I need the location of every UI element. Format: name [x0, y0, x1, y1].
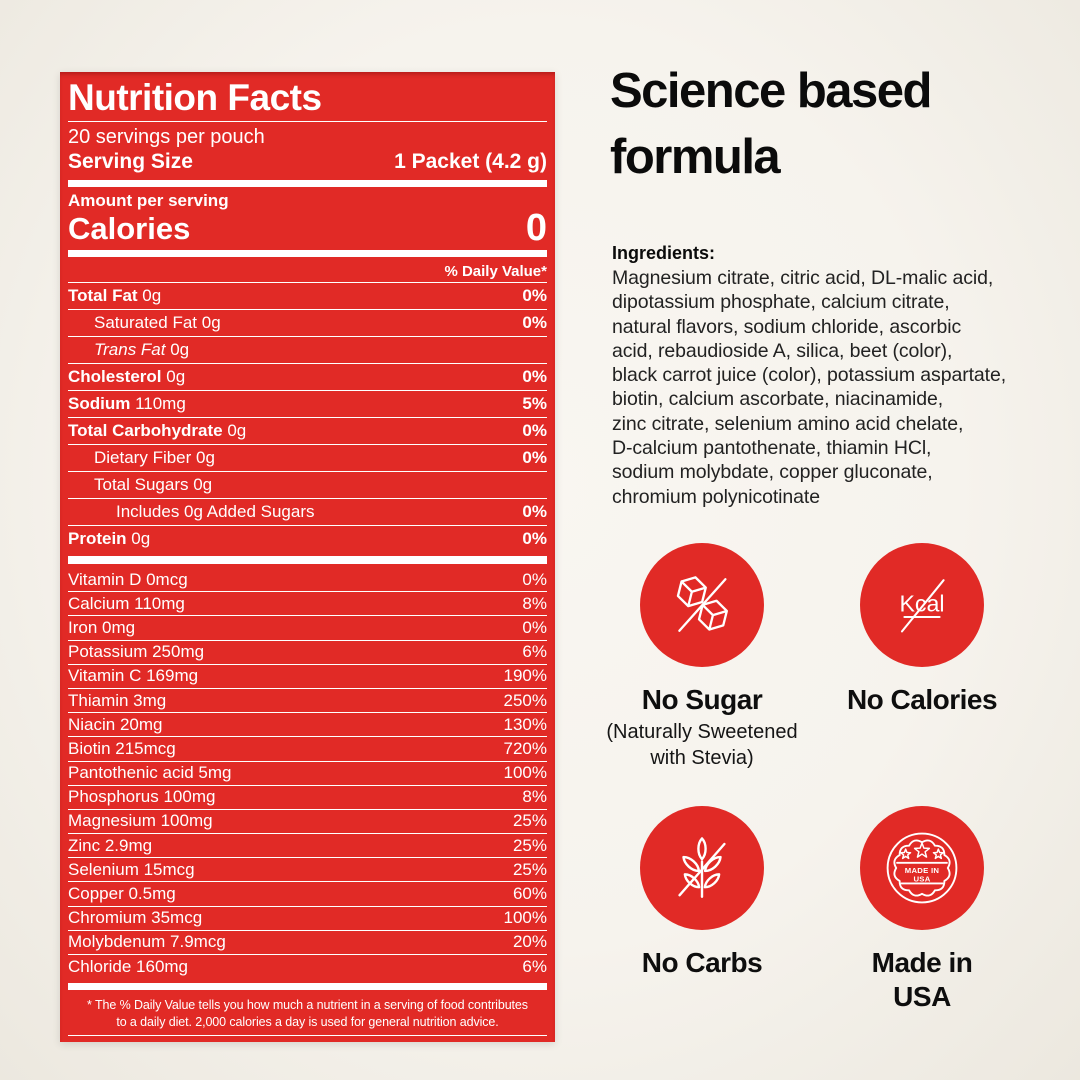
nutrient-row: Total Sugars 0g	[68, 471, 547, 498]
nutrient-row: Cholesterol 0g 0%	[68, 363, 547, 390]
daily-value-footnote: * The % Daily Value tells you how much a…	[68, 994, 547, 1037]
vitamin-row: Potassium 250mg 6%	[68, 639, 547, 664]
calories-row: Calories 0	[68, 207, 547, 249]
vitamin-rows: Vitamin D 0mcg 0% Calcium 110mg 8% Iron 0mg 0…	[68, 568, 547, 978]
vitamin-row: Chromium 35mcg 100%	[68, 905, 547, 930]
vitamin-row: Pantothenic acid 5mg 100%	[68, 760, 547, 785]
vitamin-row: Selenium 15mcg 25%	[68, 857, 547, 881]
svg-text:USA: USA	[913, 874, 930, 883]
ingredients-section: Ingredients: Magnesium citrate, citric a…	[612, 240, 1057, 509]
nutrient-rows: Total Fat 0g 0% Saturated Fat 0g 0% Trans Fa…	[68, 282, 547, 552]
ingredients-heading: Ingredients:	[612, 243, 716, 263]
no-carbs-icon	[640, 806, 764, 930]
nutrient-row: Total Fat 0g 0%	[68, 282, 547, 309]
thick-divider	[68, 250, 547, 257]
serving-size-label: Serving Size	[68, 150, 193, 173]
page-title: Science based formula	[610, 64, 932, 184]
badge-title: No Carbs	[641, 947, 763, 978]
feature-badges: No Sugar (Naturally Sweetened with Stevi…	[592, 543, 1052, 1016]
nutrient-row: Includes 0g Added Sugars 0%	[68, 498, 547, 525]
vitamin-row: Zinc 2.9mg 25%	[68, 833, 547, 857]
nutrient-row: Trans Fat 0g	[68, 336, 547, 363]
nutrient-row: Sodium 110mg 5%	[68, 390, 547, 417]
nutrition-facts-label: Nutrition Facts 20 servings per pouch Se…	[60, 72, 555, 1043]
vitamin-row: Niacin 20mg 130%	[68, 712, 547, 736]
badge-title: No Sugar	[641, 684, 763, 715]
vitamin-row: Calcium 110mg 8%	[68, 591, 547, 615]
badge-made-in-usa: MADE IN USA Made in USA	[860, 806, 984, 1016]
vitamin-row: Phosphorus 100mg 8%	[68, 784, 547, 809]
nutrient-row: Total Carbohydrate 0g 0%	[68, 417, 547, 444]
badge-title: Made in USA	[871, 947, 973, 1012]
no-calories-icon: Kcal	[859, 543, 984, 667]
calories-label: Calories	[68, 211, 191, 246]
made-in-usa-icon: MADE IN USA	[860, 806, 984, 930]
badge-title: No Calories	[846, 684, 998, 715]
vitamin-row: Iron 0mg 0%	[68, 615, 547, 639]
thick-divider	[68, 180, 547, 187]
serving-size-row: Serving Size 1 Packet (4.2 g)	[68, 149, 547, 175]
badge-subtitle: (Naturally Sweetened with Stevia)	[606, 721, 798, 769]
vitamin-row: Magnesium 100mg 25%	[68, 808, 547, 833]
badge-no-carbs: No Carbs	[640, 806, 764, 982]
badge-no-sugar: No Sugar (Naturally Sweetened with Stevi…	[606, 543, 798, 771]
nutrient-row: Protein 0g 0%	[68, 525, 547, 552]
vitamin-row: Vitamin D 0mcg 0%	[68, 569, 547, 589]
label-title: Nutrition Facts	[68, 77, 322, 118]
thick-divider	[68, 983, 547, 991]
svg-text:MADE IN: MADE IN	[905, 866, 940, 875]
daily-value-header: % Daily Value*	[444, 263, 547, 280]
no-sugar-icon	[640, 543, 764, 667]
vitamin-row: Chloride 160mg 6%	[68, 954, 547, 978]
vitamin-row: Thiamin 3mg 250%	[68, 687, 547, 712]
vitamin-row: Biotin 215mcg 720%	[68, 736, 547, 760]
ingredients-text: Magnesium citrate, citric acid, DL-malic…	[612, 267, 1007, 508]
servings-per-pouch: 20 servings per pouch	[68, 126, 265, 148]
divider	[68, 121, 547, 122]
vitamin-row: Copper 0.5mg 60%	[68, 881, 547, 905]
vitamin-row: Vitamin C 169mg 190%	[68, 663, 547, 688]
calories-value: 0	[525, 207, 547, 249]
thick-divider	[68, 556, 547, 564]
nutrient-row: Saturated Fat 0g 0%	[68, 309, 547, 336]
nutrient-row: Dietary Fiber 0g 0%	[68, 444, 547, 471]
badge-no-calories: Kcal No Calories	[846, 543, 998, 719]
serving-size-value: 1 Packet (4.2 g)	[394, 150, 547, 173]
svg-text:Kcal: Kcal	[899, 590, 944, 616]
amount-per-serving: Amount per serving	[68, 191, 229, 210]
vitamin-row: Molybdenum 7.9mcg 20%	[68, 929, 547, 954]
